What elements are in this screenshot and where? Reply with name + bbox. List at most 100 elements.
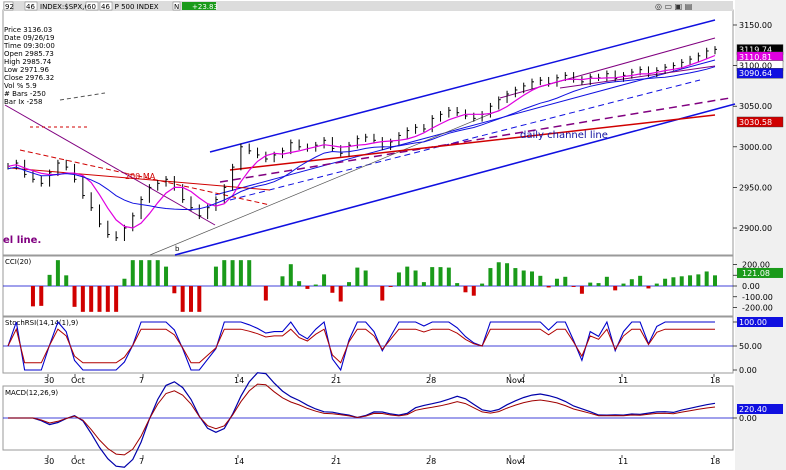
price-tick-label: 3150.00	[739, 21, 772, 30]
macd-series	[3, 372, 733, 468]
x-tick-label: Oct	[71, 376, 85, 385]
macd-label: MACD(12,26,9)	[5, 389, 58, 397]
cci-tick-label: 0.00	[742, 282, 760, 291]
price-tag-label: 3110.81	[739, 53, 772, 62]
x-tick-label: Nov	[506, 376, 522, 385]
header-box-1-text: 92	[5, 3, 14, 11]
x-tick-label: 21	[331, 376, 341, 385]
info-panel: Price 3136.03 Date 09/26/19 Time 09:30:0…	[3, 26, 55, 106]
rising-red-ma	[229, 114, 716, 171]
info-line: Time 09:30:00	[3, 42, 55, 50]
red-trend-line-2	[19, 149, 271, 206]
stochrsi-panel	[2, 316, 734, 374]
b-mark-annotation: b	[175, 245, 180, 253]
stochrsi-label: StochRSI(14,14(1),9)	[5, 319, 78, 327]
lower-channel-line	[174, 103, 736, 256]
header-n-box[interactable]	[172, 1, 181, 11]
x-tick-label: 4	[520, 457, 525, 466]
inner-channel-line	[214, 59, 716, 196]
x-tick-label: 11	[618, 457, 628, 466]
x-tick-label: Oct	[71, 457, 85, 466]
info-line: Bar Ix -258	[4, 98, 43, 106]
short-dashed-black	[59, 92, 106, 101]
daily-channel-annotation: daily channel line	[520, 130, 608, 141]
stochrsi-tick-label: 0.00	[739, 366, 757, 375]
trend-lines	[4, 19, 736, 256]
price-tag-box	[736, 67, 784, 79]
macd-signal-line	[8, 383, 716, 456]
grey-trend-line	[149, 109, 501, 256]
left-channel-annotation: el line.	[3, 235, 41, 246]
cci-last-label: 121.08	[742, 269, 770, 278]
dashed-channel-line	[229, 79, 701, 201]
x-tick-label: 14	[234, 376, 244, 385]
header-icons[interactable]: ◎ ▭ ▣ ▤	[655, 2, 692, 11]
stochrsi-series	[3, 320, 733, 372]
chart-title: INDEX:$SPX,60 - S & P 500 INDEX	[40, 3, 159, 11]
info-line: Price 3136.03	[4, 26, 52, 34]
header-box-3-text: 60	[87, 3, 96, 11]
x-tick-label: 18	[710, 376, 720, 385]
x-tick-label: 7	[139, 376, 144, 385]
info-line: Date 09/26/19	[4, 34, 54, 42]
info-line: Open 2985.73	[4, 50, 54, 58]
cci-tick-label: -100.00	[742, 293, 773, 302]
stochrsi-k-line	[7, 320, 715, 372]
header-box-4-text: 46	[101, 3, 110, 11]
x-tick-label: 11	[618, 376, 628, 385]
price-tag-label: 3119.74	[739, 46, 772, 55]
price-tick-label: 2950.00	[739, 183, 772, 192]
price-tag-box	[736, 116, 784, 128]
x-tick-label: 18	[710, 457, 720, 466]
medium-moving-average	[7, 66, 716, 210]
price-tag-label: 3030.58	[739, 118, 772, 127]
x-tick-label: 21	[331, 457, 341, 466]
cci-last-tag	[737, 267, 783, 278]
stochrsi-d-line	[7, 327, 715, 364]
info-line: # Bars -250	[4, 90, 46, 98]
x-tick-label: 30	[44, 457, 54, 466]
x-tick-label: Nov	[506, 457, 522, 466]
cci-label: CCI(20)	[5, 258, 31, 266]
header-box-3[interactable]	[85, 1, 99, 11]
x-tick-label: 28	[426, 457, 436, 466]
header-box-4[interactable]	[99, 1, 113, 11]
macd-last-label: 220.40	[739, 405, 767, 414]
price-tag-label: 3100.00	[739, 62, 772, 71]
header-n-text: N	[174, 3, 179, 11]
info-line: Close 2976.32	[4, 74, 54, 82]
x-tick-label: 14	[234, 457, 244, 466]
info-line: Vol % 5.9	[4, 82, 37, 90]
price-tick-label: 3000.00	[739, 143, 772, 152]
price-tick-label: 3050.00	[739, 102, 772, 111]
upper-channel-line	[209, 19, 716, 153]
x-tick-label: 28	[426, 376, 436, 385]
x-tick-label: 30	[44, 376, 54, 385]
price-tick-label: 2900.00	[739, 224, 772, 233]
price-tag-label: 3090.64	[739, 69, 772, 78]
purple-dashed-line	[219, 97, 731, 183]
macd-tick-label: 0.00	[739, 414, 757, 423]
info-line: High 2985.74	[4, 58, 52, 66]
header-box-2-text: 46	[26, 3, 35, 11]
x-tick-label: 4	[520, 376, 525, 385]
header-bar: 92 46 INDEX:$SPX,60 - S & P 500 INDEX 60…	[3, 1, 733, 11]
header-box-1[interactable]	[3, 1, 14, 11]
stochrsi-last-tag	[737, 317, 783, 327]
change-value: +23.83	[192, 3, 218, 11]
lower-wedge-line	[559, 65, 716, 89]
stochrsi-tick-label: 50.00	[739, 342, 762, 351]
change-badge	[182, 2, 216, 10]
purple-descending-line	[4, 104, 216, 226]
cci-tick-label: 200.00	[742, 260, 770, 269]
header-box-2[interactable]	[24, 1, 38, 11]
red-trend-line	[9, 167, 271, 191]
stochrsi-last-label: 100.00	[739, 318, 767, 327]
